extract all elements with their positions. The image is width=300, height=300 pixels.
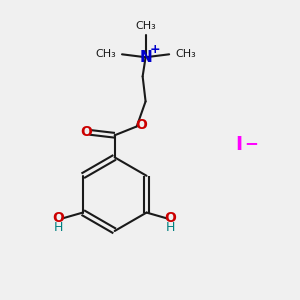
Text: +: + — [150, 44, 160, 56]
Text: N: N — [139, 50, 152, 65]
Text: H: H — [54, 221, 63, 234]
Text: I: I — [235, 135, 242, 154]
Text: CH₃: CH₃ — [135, 21, 156, 31]
Text: H: H — [166, 221, 175, 234]
Text: O: O — [53, 211, 64, 225]
Text: CH₃: CH₃ — [95, 49, 116, 59]
Text: O: O — [165, 211, 177, 225]
Text: O: O — [80, 125, 92, 139]
Text: O: O — [135, 118, 147, 132]
Text: −: − — [244, 134, 259, 152]
Text: CH₃: CH₃ — [175, 49, 196, 59]
